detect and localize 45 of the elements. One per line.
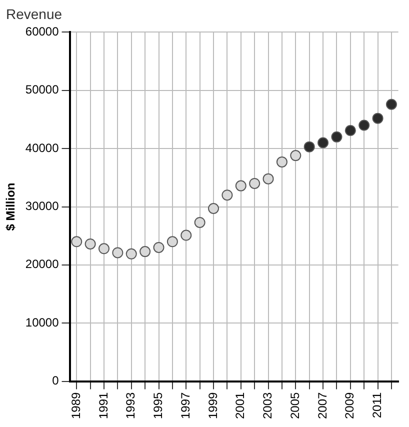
y-tick-label: 0 xyxy=(52,374,60,388)
chart-title: Revenue xyxy=(6,6,62,22)
point xyxy=(166,236,178,248)
point xyxy=(249,178,260,189)
point xyxy=(318,137,329,148)
point xyxy=(290,150,302,162)
point xyxy=(276,156,288,168)
point xyxy=(112,247,124,258)
y-tick-label: 30000 xyxy=(25,199,60,214)
point xyxy=(222,190,233,201)
x-tick-label: 2011 xyxy=(370,392,384,418)
point xyxy=(98,243,110,254)
y-tick-label: 40000 xyxy=(25,140,60,155)
point xyxy=(235,180,246,192)
x-tick-label: 1993 xyxy=(124,392,138,420)
point xyxy=(386,98,397,110)
x-tick-label: 2003 xyxy=(260,392,275,420)
point xyxy=(126,248,137,260)
point xyxy=(180,230,192,241)
point xyxy=(71,236,82,248)
x-tick-label: 1991 xyxy=(96,392,110,420)
point xyxy=(358,120,370,131)
x-tick-label: 2009 xyxy=(342,392,357,420)
point xyxy=(304,141,315,152)
point xyxy=(140,246,151,258)
x-tick-label: 2001 xyxy=(233,392,248,420)
y-tick-label: 50000 xyxy=(25,82,60,97)
y-tick-label: 10000 xyxy=(25,315,60,330)
point xyxy=(208,203,220,214)
x-tick-label: 2007 xyxy=(315,392,330,420)
point xyxy=(344,125,356,136)
y-axis-title: $ Million xyxy=(4,182,18,231)
point xyxy=(372,112,384,124)
x-tick-label: 1999 xyxy=(206,392,220,420)
point xyxy=(262,173,274,184)
x-tick-label: 1989 xyxy=(68,392,83,420)
point xyxy=(84,238,96,250)
y-tick-label: 60000 xyxy=(25,24,60,39)
point xyxy=(194,216,206,228)
x-tick-label: 1997 xyxy=(178,392,192,420)
point xyxy=(153,242,164,253)
x-tick-label: 1995 xyxy=(151,392,166,420)
y-tick-label: 20000 xyxy=(25,257,60,272)
point xyxy=(331,131,342,142)
x-tick-label: 2005 xyxy=(288,392,302,420)
